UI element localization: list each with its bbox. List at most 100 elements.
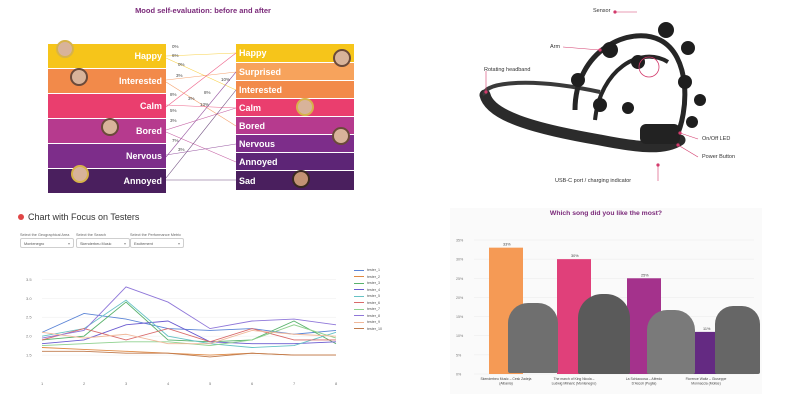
y-tick-label: 0% xyxy=(456,373,462,377)
search-select-label: Select the Search xyxy=(76,233,106,237)
legend-label: tester_9 xyxy=(367,320,380,325)
composer-portrait xyxy=(715,306,760,374)
mood-after-label: Sad xyxy=(239,175,256,186)
chevron-down-icon: ▾ xyxy=(123,241,126,246)
mood-pct-label: 8% xyxy=(170,92,177,97)
mood-after-label: Interested xyxy=(239,84,283,95)
y-tick-label: 35% xyxy=(456,239,464,243)
mood-pct-label: 0% xyxy=(172,44,179,49)
mood-after-interested: Interested xyxy=(236,81,354,98)
legend-swatch xyxy=(354,269,364,271)
mood-pct-label: 6% xyxy=(172,53,179,58)
mood-before-interested: Interested xyxy=(48,69,166,93)
y-tick-label: 2.5 xyxy=(26,315,32,320)
metric-select[interactable]: Excitement ▾ xyxy=(130,238,184,248)
mood-after-label: Bored xyxy=(239,120,266,131)
mood-after-label: Happy xyxy=(239,48,267,58)
legend-label: tester_1 xyxy=(367,268,380,273)
legend-item[interactable]: tester_2 xyxy=(354,274,382,281)
chevron-down-icon: ▾ xyxy=(67,241,70,246)
legend-label: tester_2 xyxy=(367,274,380,279)
geo-area-select[interactable]: Montenegro ▾ xyxy=(20,238,74,248)
legend-label: tester_8 xyxy=(367,313,380,318)
x-tick-label: 3 xyxy=(125,381,128,386)
headset-label-rotating-headband: Rotating headband xyxy=(484,67,531,73)
search-select[interactable]: Skenderbeu Music ▾ xyxy=(76,238,130,248)
x-tick-label: 6 xyxy=(251,381,254,386)
location-pin-icon xyxy=(18,214,24,220)
mood-after-annoyed: Annoyed xyxy=(236,153,354,170)
chevron-down-icon: ▾ xyxy=(177,241,180,246)
category-label-line: D'Ascoli (Puglia) xyxy=(632,382,657,386)
mood-pct-label: 3% xyxy=(176,73,183,78)
x-tick-label: 5 xyxy=(209,381,212,386)
y-tick-label: 10% xyxy=(456,334,464,338)
series-line xyxy=(42,350,336,358)
legend-swatch xyxy=(354,315,364,317)
series-line xyxy=(41,286,337,339)
legend-item[interactable]: tester_8 xyxy=(354,313,382,320)
person-photo xyxy=(70,68,88,86)
legend-swatch xyxy=(354,328,364,330)
geo-area-value: Montenegro xyxy=(24,241,45,246)
y-tick-label: 3.5 xyxy=(26,277,32,282)
category-label-line: (Albania) xyxy=(499,382,513,386)
mood-after-nervous: Nervous xyxy=(236,135,354,152)
testers-chart-panel: Chart with Focus on Testers Select the G… xyxy=(0,200,400,400)
legend-item[interactable]: tester_9 xyxy=(354,319,382,326)
headset-label-power: Power Button xyxy=(702,154,736,160)
legend-item[interactable]: tester_6 xyxy=(354,300,382,307)
headset-label-usb: USB-C port / charging indicator xyxy=(555,178,632,184)
legend-item[interactable]: tester_10 xyxy=(354,326,382,333)
person-photo xyxy=(332,127,350,145)
eeg-headset-image xyxy=(479,10,706,181)
person-photo xyxy=(56,40,74,58)
headset-label-led: On/Off LED xyxy=(702,136,731,142)
mood-pct-label: 10% xyxy=(221,77,231,82)
category-label: La Schiaccosa – Alfredo D'Ascoli (Puglia) xyxy=(626,377,662,386)
legend-item[interactable]: tester_1 xyxy=(354,267,382,274)
geo-area-label: Select the Geographical Area xyxy=(20,233,70,237)
legend-swatch xyxy=(354,282,364,284)
x-tick-label: 4 xyxy=(167,381,170,386)
legend-item[interactable]: tester_7 xyxy=(354,306,382,313)
legend-label: tester_7 xyxy=(367,307,380,312)
category-label-line: Florence Waltz – Giuseppe xyxy=(686,377,727,381)
songs-chart-title: Which song did you like the most? xyxy=(549,210,663,217)
legend-label: tester_10 xyxy=(367,326,382,331)
testers-chart-title-row: Chart with Focus on Testers xyxy=(18,212,139,222)
composer-portrait xyxy=(578,294,630,374)
mood-after-bored: Bored xyxy=(236,117,354,134)
x-tick-label: 1 xyxy=(41,381,44,386)
mood-pct-label: 7% xyxy=(172,138,179,143)
category-label: The march of King Nicola – Ludwig Mlinari… xyxy=(552,377,597,386)
legend-item[interactable]: tester_5 xyxy=(354,293,382,300)
tester-line-chart: 1.5 2.0 2.5 3.0 3.5 1 2 3 4 5 6 7 8 xyxy=(26,277,338,386)
y-tick-label: 30% xyxy=(456,258,464,262)
category-label-line: La Schiaccosa – Alfredo xyxy=(626,377,662,381)
mood-transition-lines xyxy=(165,52,237,181)
mood-pct-label: 3% xyxy=(188,96,195,101)
category-label-line: Monnaccia (Molise) xyxy=(691,382,720,386)
legend-item[interactable]: tester_4 xyxy=(354,287,382,294)
mood-after-label: Nervous xyxy=(239,138,276,149)
search-select-value: Skenderbeu Music xyxy=(80,241,112,246)
y-tick-label: 2.0 xyxy=(26,334,32,339)
person-photo xyxy=(333,49,351,67)
testers-chart-title: Chart with Focus on Testers xyxy=(28,212,140,222)
legend-swatch xyxy=(354,276,364,278)
legend-swatch xyxy=(354,302,364,304)
mood-pct-label: 13% xyxy=(200,102,210,107)
mood-before-nervous: Nervous xyxy=(48,144,166,168)
legend-swatch xyxy=(354,295,364,297)
headset-label-sensor: Sensor xyxy=(593,8,611,14)
mood-after-surprised: Surprised xyxy=(236,63,354,80)
mood-pct-label: 5% xyxy=(170,108,177,113)
bar-value-label: 33% xyxy=(503,243,511,247)
x-tick-label: 8 xyxy=(335,381,338,386)
tester-legend: tester_1 tester_2 tester_3 tester_4 tester_5… xyxy=(354,267,382,332)
legend-item[interactable]: tester_3 xyxy=(354,280,382,287)
mood-after-label: Surprised xyxy=(239,66,282,77)
series-line xyxy=(41,330,337,345)
